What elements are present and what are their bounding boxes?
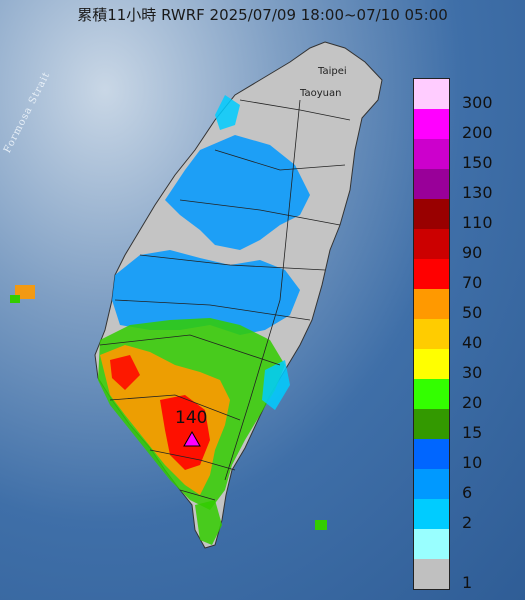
legend-label: 150	[462, 153, 493, 172]
legend-swatch	[414, 259, 449, 289]
green-island-cell	[315, 520, 327, 530]
legend-label: 90	[462, 243, 483, 262]
legend-label: 20	[462, 393, 483, 412]
legend-label: 2	[462, 513, 473, 532]
legend-swatch	[414, 109, 449, 139]
taipei-label: Taipei	[318, 66, 347, 77]
legend-swatch	[414, 349, 449, 379]
legend-swatch	[414, 499, 449, 529]
peak-marker	[183, 430, 201, 447]
legend-label: 110	[462, 213, 493, 232]
rain-area-very-heavy-2	[110, 355, 140, 390]
legend-label: 15	[462, 423, 483, 442]
peak-value-label: 140	[175, 408, 208, 428]
penghu-rain-cell-2	[10, 295, 20, 303]
rain-area-south-tip	[195, 500, 222, 545]
color-legend	[413, 78, 450, 590]
county-boundaries	[99, 99, 351, 501]
legend-label: 6	[462, 483, 473, 502]
legend-label: 10	[462, 453, 483, 472]
rain-area-light-north2	[215, 95, 240, 130]
legend-swatch	[414, 169, 449, 199]
legend-swatch	[414, 319, 449, 349]
rain-area-very-heavy	[160, 395, 210, 470]
legend-swatch	[414, 139, 449, 169]
legend-label: 40	[462, 333, 483, 352]
rain-area-light-north	[165, 135, 310, 250]
rain-area-light-central	[112, 250, 300, 335]
legend-swatch	[414, 379, 449, 409]
legend-label: 50	[462, 303, 483, 322]
legend-swatch	[414, 529, 449, 559]
legend-label: 300	[462, 93, 493, 112]
legend-label: 200	[462, 123, 493, 142]
taoyuan-label: Taoyuan	[300, 88, 342, 99]
legend-swatch	[414, 289, 449, 319]
legend-label: 130	[462, 183, 493, 202]
legend-swatch	[414, 559, 449, 589]
legend-label: 1	[462, 573, 473, 592]
legend-swatch	[414, 229, 449, 259]
legend-label: 30	[462, 363, 483, 382]
legend-swatch	[414, 79, 449, 109]
rain-area-east-coast	[262, 360, 290, 410]
legend-swatch	[414, 199, 449, 229]
legend-swatch	[414, 409, 449, 439]
legend-swatch	[414, 469, 449, 499]
legend-swatch	[414, 439, 449, 469]
legend-label: 70	[462, 273, 483, 292]
map-title: 累積11小時 RWRF 2025/07/09 18:00~07/10 05:00	[77, 6, 448, 24]
